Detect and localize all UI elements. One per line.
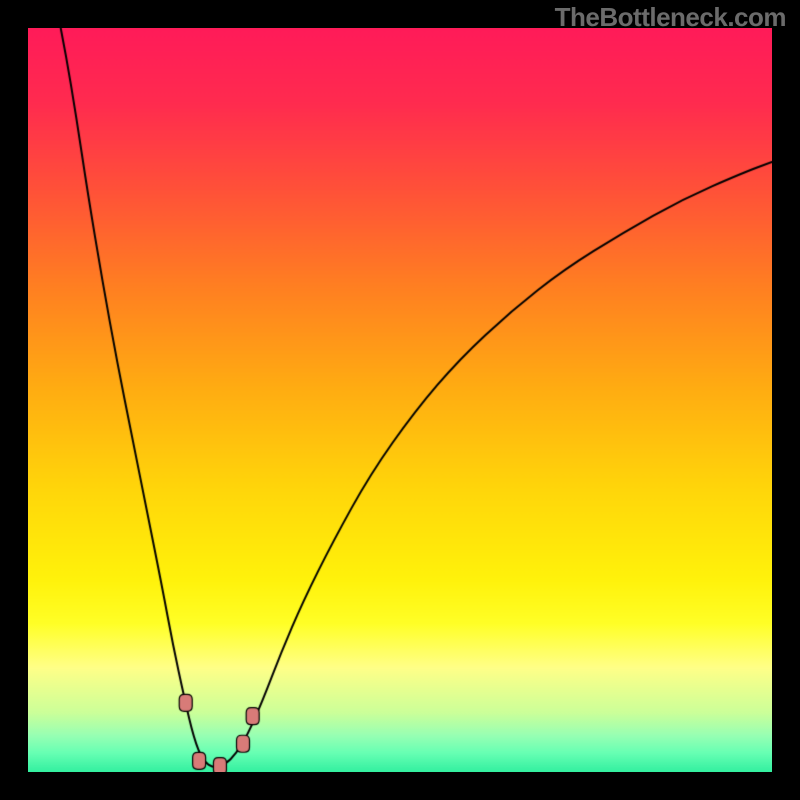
bottleneck-curve-layer xyxy=(28,28,772,772)
plot-area xyxy=(28,28,772,772)
